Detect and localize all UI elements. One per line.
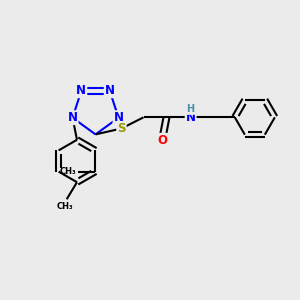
Text: O: O <box>157 134 167 147</box>
Text: N: N <box>186 111 196 124</box>
Text: S: S <box>117 122 126 135</box>
Text: CH₃: CH₃ <box>60 167 76 176</box>
Text: N: N <box>76 84 86 97</box>
Text: N: N <box>68 111 78 124</box>
Text: N: N <box>113 111 124 124</box>
Text: N: N <box>105 84 115 97</box>
Text: CH₃: CH₃ <box>57 202 74 211</box>
Text: H: H <box>187 104 195 114</box>
